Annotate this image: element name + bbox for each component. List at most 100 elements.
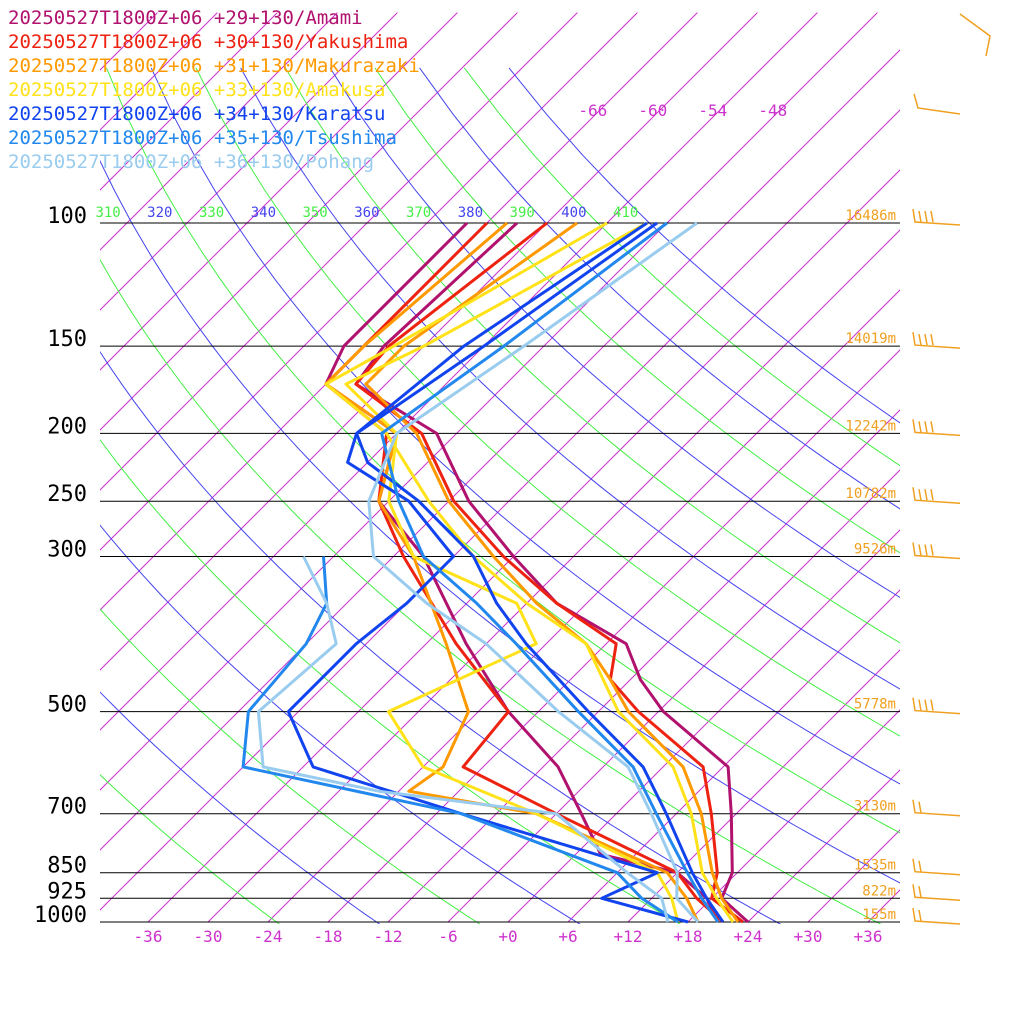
isotherm-line [100,49,900,851]
background-lines-layer [100,12,1024,924]
wind-barb [912,419,961,437]
dewpoint-profile-line [286,221,689,924]
wind-barb [912,542,961,560]
height-label: 5778m [854,697,896,713]
isotherm-line [327,349,900,923]
wind-barb [912,208,961,226]
isotherm-line [100,12,158,71]
wind-barb [912,697,961,715]
dry-adiabat-line [240,67,900,690]
isotherm-line [100,12,338,251]
height-label: 16486m [845,208,896,224]
pressure-label: 150 [47,327,87,352]
legend-entry: 20250527T1800Z+06 +34+130/Karatsu [8,103,386,125]
pressure-label: 500 [47,693,87,718]
top-temperature-label: -66 [578,101,607,120]
isotherm-line [147,169,900,923]
temperature-tick-label: -12 [374,927,403,946]
theta-label: 360 [354,205,379,221]
isotherm-line [100,12,398,311]
wind-barb [912,907,961,925]
isotherm-line [100,12,458,371]
top-temperature-labels-layer: -66 -60 -54 -48 [578,101,787,120]
temperature-tick-label: +0 [498,927,517,946]
isobar-lines-layer [100,222,900,923]
wind-barb [912,331,961,349]
isotherm-line [100,12,698,611]
wind-barb [959,13,991,57]
theta-label: 390 [510,205,535,221]
isotherm-line [507,529,900,923]
isotherm-line [100,12,878,791]
dry-adiabat-line [374,67,900,554]
temperature-profile-line [367,221,700,924]
dewpoint-profile-line [241,556,679,924]
dry-adiabat-line [100,438,681,924]
wind-barb [912,799,961,817]
isotherm-line [100,109,900,911]
temperature-tick-label: +12 [614,927,643,946]
top-temperature-label: -60 [638,101,667,120]
height-label: 9526m [854,542,896,558]
isotherm-line [207,229,900,923]
legend-entry: 20250527T1800Z+06 +36+130/Pohang [8,151,374,173]
temperature-tick-label: +6 [558,927,577,946]
height-label: 822m [862,883,896,899]
height-label: 12242m [845,418,896,434]
dry-adiabat-line [195,67,900,737]
pressure-label: 100 [47,204,87,229]
height-label: 1535m [854,858,896,874]
legend-entry: 20250527T1800Z+06 +35+130/Tsushima [8,127,397,149]
legend-entry: 20250527T1800Z+06 +29+130/Amami [8,7,363,29]
theta-label: 340 [251,205,276,221]
theta-labels-layer: 310 320 330 340 350 360 370 380 390 400 410 [95,205,638,221]
isotherm-line [928,13,1024,922]
temperature-tick-label: -6 [438,927,457,946]
height-label: 3130m [854,799,896,815]
theta-label: 410 [613,205,638,221]
isotherm-line [100,12,818,731]
wind-barb [912,858,961,876]
temperature-tick-label: +24 [734,927,763,946]
height-labels-layer: 16486m 14019m 12242m 10782m 9526m 5778m 3130m 1… [845,208,896,923]
pressure-label: 925 [47,879,87,904]
temperature-profile-line [380,221,720,923]
dry-adiabat-line [150,67,900,785]
height-label: 10782m [845,486,896,502]
isotherm-line [567,589,900,923]
dry-adiabat-line [100,524,581,924]
theta-label: 320 [147,205,172,221]
top-temperature-label: -54 [698,101,727,120]
temperature-tick-label: +18 [674,927,703,946]
legend-entry: 20250527T1800Z+06 +33+130/Amakusa [8,79,386,101]
pressure-label: 850 [47,854,87,879]
dry-adiabat-line [100,774,281,924]
theta-label: 350 [302,205,327,221]
isotherm-line [807,829,900,923]
wind-barb [913,93,961,115]
legend: 20250527T1800Z+06 +29+130/Amami 20250527T… [8,7,420,173]
theta-label: 330 [199,205,224,221]
isotherm-line [988,13,1024,922]
pressure-label: 250 [47,482,87,507]
dry-adiabat-line [329,67,900,599]
height-label: 14019m [845,331,896,347]
temperature-tick-label: +30 [794,927,823,946]
dry-adiabat-line [100,608,481,924]
dewpoint-profile-line [256,555,670,923]
temperature-tick-label: -36 [134,927,163,946]
isotherm-line [100,12,578,491]
legend-entry: 20250527T1800Z+06 +31+130/Makurazaki [8,55,420,77]
isotherm-line [100,12,758,671]
theta-label: 400 [561,205,586,221]
isotherm-line [447,469,900,923]
isotherm-line [867,889,900,923]
isotherm-line [387,409,900,923]
wind-barbs-layer [912,13,991,925]
wind-barb [912,884,961,902]
theta-label: 310 [95,205,120,221]
isotherm-line [100,12,278,191]
pressure-label: 1000 [34,903,87,928]
pressure-label: 200 [47,414,87,439]
